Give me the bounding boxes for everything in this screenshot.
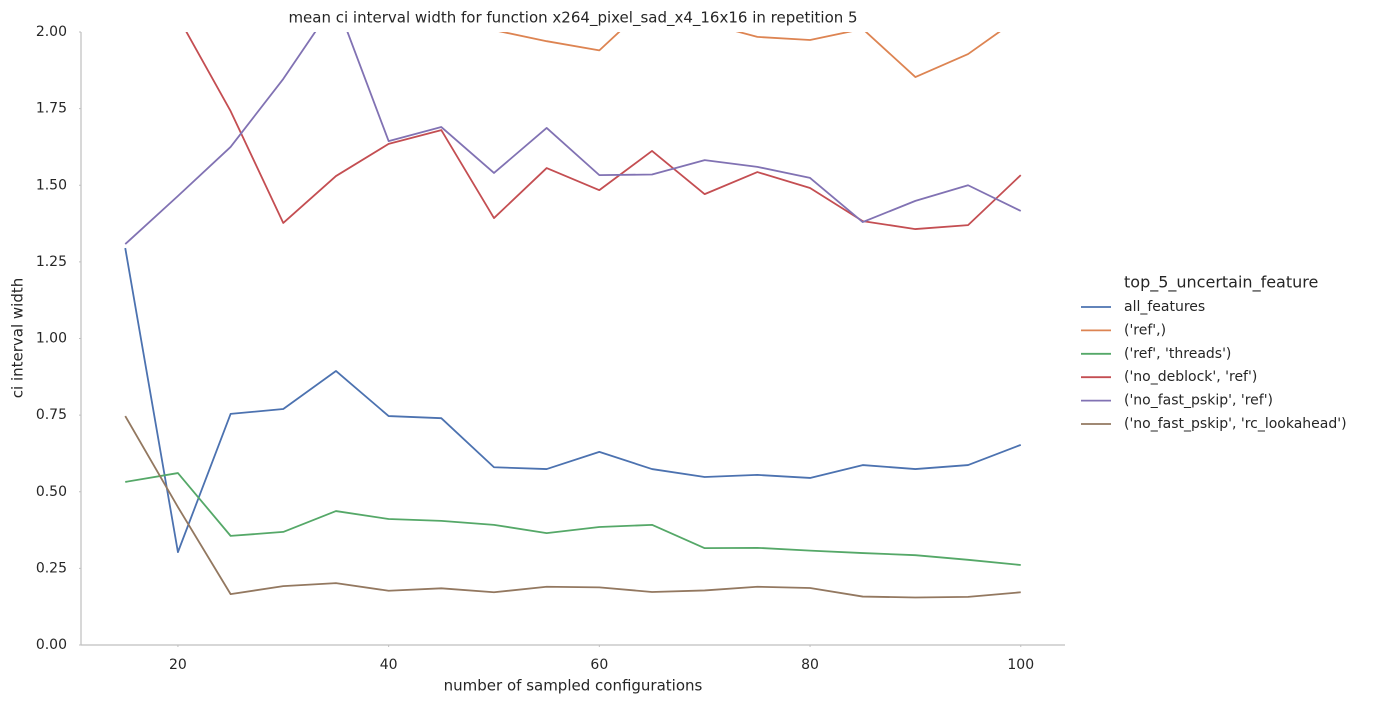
legend-label: ('ref',) — [1124, 322, 1166, 338]
x-tick-label: 20 — [169, 657, 187, 673]
y-tick-label: 0.75 — [36, 407, 67, 423]
legend-label: ('ref', 'threads') — [1124, 346, 1231, 362]
y-tick-label: 1.25 — [36, 254, 67, 270]
series-line — [125, 472, 1021, 566]
legend-title: top_5_uncertain_feature — [1124, 273, 1318, 293]
x-tick-label: 80 — [801, 657, 819, 673]
x-tick-label: 60 — [590, 657, 608, 673]
y-tick-label: 0.00 — [36, 637, 67, 653]
y-tick-label: 0.50 — [36, 484, 67, 500]
series-line — [124, 247, 1022, 554]
y-tick-label: 1.75 — [36, 101, 67, 117]
x-tick-label: 100 — [1007, 657, 1034, 673]
chart-title: mean ci interval width for function x264… — [288, 9, 857, 28]
series-line — [124, 32, 1022, 245]
series-line — [124, 415, 1021, 599]
legend-label: ('no_fast_pskip', 'rc_lookahead') — [1124, 416, 1347, 432]
y-axis-label: ci interval width — [9, 278, 27, 398]
series-line — [185, 32, 1022, 230]
y-tick-label: 2.00 — [36, 24, 67, 40]
y-tick-label: 0.25 — [36, 560, 67, 576]
y-tick-label: 1.50 — [36, 177, 67, 193]
series-line — [498, 32, 1001, 78]
y-tick-label: 1.00 — [36, 331, 67, 347]
x-axis-label: number of sampled configurations — [444, 677, 703, 695]
legend-label: ('no_deblock', 'ref') — [1124, 369, 1257, 385]
plot-area — [124, 32, 1022, 599]
x-tick-label: 40 — [380, 657, 398, 673]
legend-label: all_features — [1124, 299, 1205, 315]
legend-label: ('no_fast_pskip', 'ref') — [1124, 393, 1273, 409]
